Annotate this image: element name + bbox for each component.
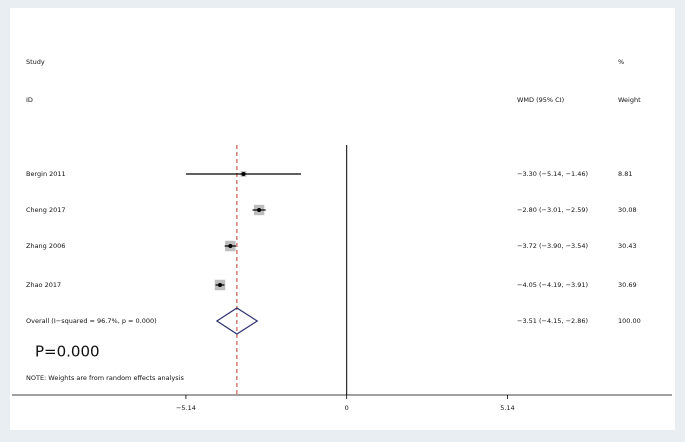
p-label: P=0.000 — [35, 343, 100, 361]
effect-header: WMD (95% CI) — [517, 96, 564, 104]
id-header: ID — [26, 96, 33, 104]
study-header: Study — [26, 58, 45, 66]
weight-label: 30.69 — [618, 281, 637, 289]
study-name: Cheng 2017 — [26, 206, 66, 214]
weight-label: 100.00 — [618, 317, 641, 325]
ci-label: −3.72 (−3.90, −3.54) — [517, 242, 588, 250]
point-estimate — [257, 208, 262, 212]
point-estimate — [241, 172, 246, 176]
study-name: Bergin 2011 — [26, 170, 66, 178]
overall-diamond — [215, 307, 259, 335]
weight-label: 30.08 — [618, 206, 637, 214]
ci-label: −3.51 (−4.15, −2.86) — [517, 317, 588, 325]
study-name: Zhang 2006 — [26, 242, 65, 250]
plot-frame — [10, 8, 675, 430]
overall-name: Overall (I−squared = 96.7%, p = 0.000) — [26, 317, 157, 325]
x-tick-label: 5.14 — [500, 404, 514, 412]
point-estimate — [218, 283, 223, 287]
weight-label: 8.81 — [618, 170, 632, 178]
percent-header: % — [618, 58, 624, 66]
note: NOTE: Weights are from random effects an… — [26, 374, 184, 382]
x-tick-label: −5.14 — [176, 404, 196, 412]
weight-label: 30.43 — [618, 242, 637, 250]
ci-label: −3.30 (−5.14, −1.46) — [517, 170, 588, 178]
ci-label: −4.05 (−4.19, −3.91) — [517, 281, 588, 289]
point-estimate — [228, 244, 233, 248]
weight-header: Weight — [618, 96, 641, 104]
x-tick-label: 0 — [345, 404, 349, 412]
study-name: Zhao 2017 — [26, 281, 61, 289]
ci-label: −2.80 (−3.01, −2.59) — [517, 206, 588, 214]
